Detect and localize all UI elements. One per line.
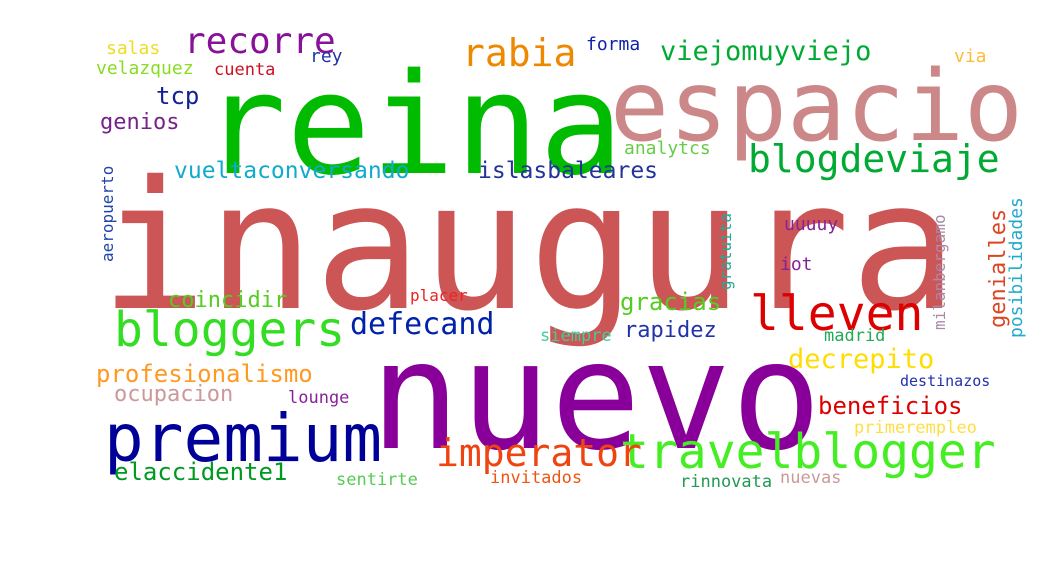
word-recorre: recorre — [184, 21, 336, 62]
word-madrid: madrid — [824, 326, 886, 346]
word-invitados: invitados — [490, 468, 583, 488]
word-rey: rey — [310, 46, 343, 67]
word-espacio: espacio — [610, 50, 1024, 164]
word-nuevo: nuevo — [370, 310, 822, 484]
word-aeropuerto: aeropuerto — [98, 165, 117, 262]
word-profesionalismo: profesionalismo — [96, 360, 313, 388]
word-forma: forma — [586, 34, 641, 55]
word-velazquez: velazquez — [96, 58, 194, 79]
word-genios: genios — [100, 110, 180, 135]
word-islasbaleares: islasbaleares — [478, 158, 659, 184]
word-siempre: siempre — [540, 326, 612, 346]
word-ocupacion: ocupacion — [114, 382, 234, 407]
word-rinnovata: rinnovata — [680, 472, 773, 492]
word-premium: premium — [104, 400, 383, 477]
word-rabia: rabia — [462, 31, 577, 75]
word-lounge: lounge — [288, 388, 350, 408]
word-decrepito: decrepito — [788, 344, 935, 375]
word-cuenta: cuenta — [214, 60, 276, 80]
word-blogdeviaje: blogdeviaje — [748, 137, 1000, 181]
word-gratuita: gratuita — [716, 212, 735, 290]
word-uuuuy: uuuuy — [784, 214, 839, 235]
word-lleven: lleven — [750, 286, 924, 342]
word-elaccidente1: elaccidente1 — [114, 458, 288, 486]
word-milanbergamo: milanbergamo — [930, 214, 949, 330]
word-coincidir: coincidir — [168, 288, 288, 313]
word-analytcs: analytcs — [624, 138, 711, 159]
word-nuevas: nuevas — [780, 468, 842, 488]
word-placer: placer — [410, 286, 468, 305]
word-imperator: imperator — [436, 431, 642, 475]
word-sentirte: sentirte — [336, 470, 418, 490]
word-rapidez: rapidez — [624, 318, 717, 343]
word-vueltaconversando: vueltaconversando — [174, 158, 410, 184]
word-via: via — [954, 46, 987, 67]
word-reina: reina — [202, 44, 624, 207]
word-beneficios: beneficios — [818, 392, 963, 420]
word-defecand: defecand — [350, 307, 495, 342]
word-gracias: gracias — [620, 288, 722, 316]
word-posibilidades: posibilidades — [1006, 197, 1027, 338]
word-bloggers: bloggers — [114, 302, 346, 358]
word-inaugura: inaugura — [100, 143, 958, 350]
word-primerempleo: primerempleo — [854, 418, 977, 438]
word-tcp: tcp — [156, 82, 200, 110]
word-travelblogger: travelblogger — [620, 424, 996, 480]
word-iot: iot — [780, 254, 813, 275]
word-destinazos: destinazos — [900, 372, 991, 390]
word-salas: salas — [106, 38, 161, 59]
word-viejomuyviejo: viejomuyviejo — [660, 36, 872, 67]
